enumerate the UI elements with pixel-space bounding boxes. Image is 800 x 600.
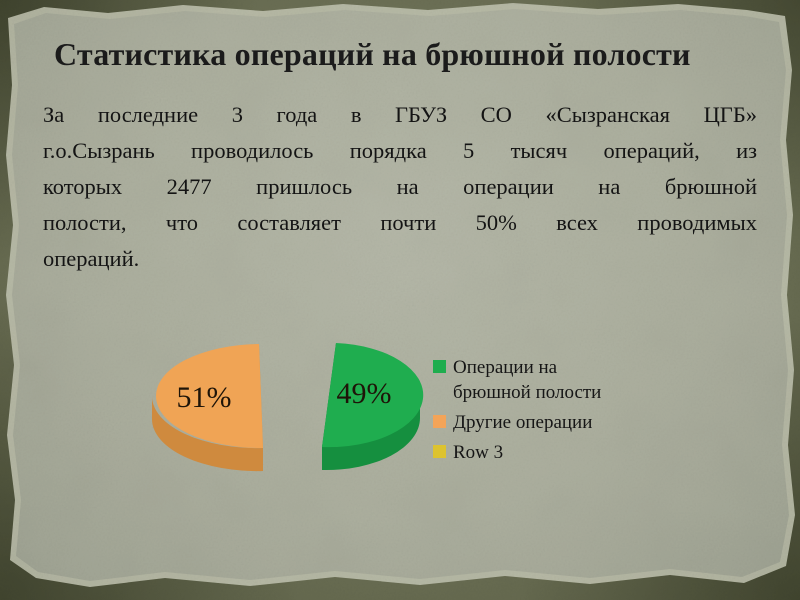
body-line: операций. [43,246,140,271]
slide-title: Статистика операций на брюшной полости [54,36,691,72]
chart-legend: Операции на брюшной полости Другие опера… [433,355,643,470]
pie-label-51-percent: 51% [177,381,232,414]
legend-label: Row 3 [453,442,504,463]
pie-label-49-percent: 49% [337,377,392,410]
legend-swatch-green-icon [433,360,446,373]
legend-item-row3: Row 3 [433,440,643,465]
body-line: полости, что составляет почти 50% всех п… [43,210,757,235]
body-line: которых 2477 пришлось на операции на брю… [43,174,757,199]
body-line: За последние 3 года в ГБУЗ СО «Сызранска… [43,102,757,127]
legend-swatch-orange-icon [433,415,446,428]
legend-item-abdominal: Операции на брюшной полости [433,355,643,405]
legend-label: Операции на брюшной полости [453,357,602,403]
legend-label: Другие операции [453,412,593,433]
pie-slice-other-operations [151,344,263,472]
legend-item-other: Другие операции [433,410,643,435]
legend-swatch-yellow-icon [433,445,446,458]
pie-slice-abdominal-operations [322,343,424,471]
body-paragraph: За последние 3 года в ГБУЗ СО «Сызранска… [43,97,757,277]
body-line: г.о.Сызрань проводилось порядка 5 тысяч … [43,138,757,163]
